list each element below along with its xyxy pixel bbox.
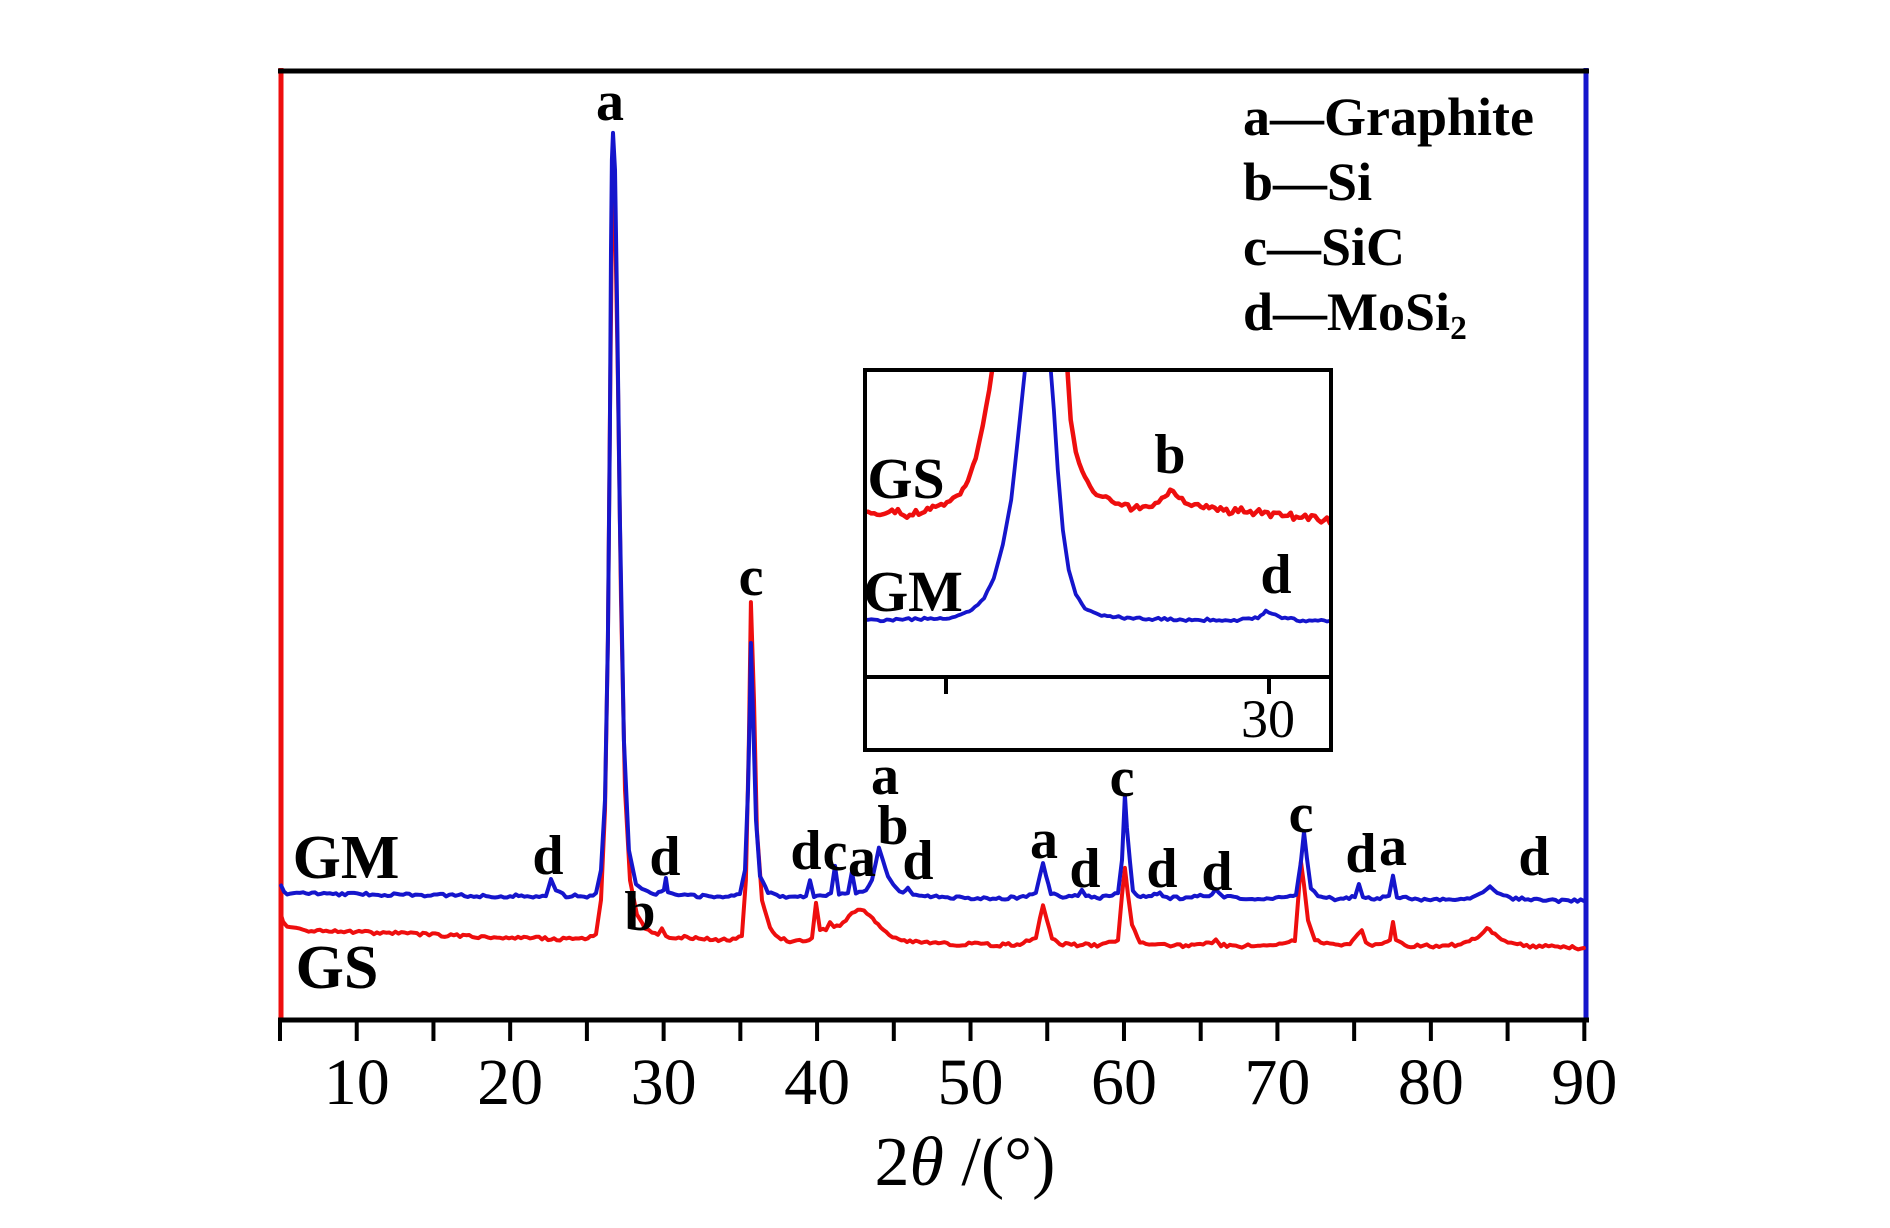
peak-label-a-20: a bbox=[1379, 816, 1407, 878]
peak-label-a-10: a bbox=[871, 745, 899, 807]
inset-label-b-2: b bbox=[1154, 424, 1186, 486]
x-tick-label-20: 20 bbox=[477, 1046, 544, 1119]
legend-entry-b: b—Si bbox=[1243, 155, 1372, 209]
peak-label-d-17: d bbox=[1201, 841, 1233, 903]
inset-label-30-4: 30 bbox=[1241, 689, 1295, 749]
peak-label-c-8: c bbox=[822, 821, 848, 883]
peak-label-b-11: b bbox=[877, 795, 909, 857]
series-label-gm-0: GM bbox=[292, 824, 400, 892]
x-tick-label-70: 70 bbox=[1244, 1046, 1311, 1119]
axis-title-part: 2 bbox=[874, 1124, 910, 1201]
peak-label-b-4: b bbox=[624, 881, 656, 943]
series-label-gs-1: GS bbox=[295, 934, 379, 1002]
inset-label-gs-0: GS bbox=[867, 446, 945, 511]
inset-gs-curve bbox=[867, 372, 1329, 526]
peak-label-d-14: d bbox=[1069, 838, 1101, 900]
axis-title-part: /(°) bbox=[943, 1124, 1056, 1201]
inset-box bbox=[863, 368, 1333, 752]
inset-label-d-3: d bbox=[1260, 544, 1292, 606]
peak-label-d-19: d bbox=[1345, 823, 1377, 885]
x-tick-label-80: 80 bbox=[1397, 1046, 1464, 1119]
peak-label-a-3: a bbox=[596, 71, 624, 133]
peak-label-d-2: d bbox=[532, 825, 564, 887]
peak-label-d-16: d bbox=[1146, 838, 1178, 900]
legend-key-a: a— bbox=[1243, 87, 1324, 147]
legend-entry-a: a—Graphite bbox=[1243, 90, 1534, 144]
legend-entry-d: d—MoSi2 bbox=[1243, 282, 1467, 346]
x-tick-label-60: 60 bbox=[1090, 1046, 1157, 1119]
gm-curve bbox=[279, 130, 1586, 905]
axis-title-theta: θ bbox=[909, 1124, 944, 1201]
x-tick-label-50: 50 bbox=[937, 1046, 1004, 1119]
legend-key-b: b— bbox=[1243, 152, 1328, 212]
legend-key-d: d— bbox=[1243, 282, 1328, 342]
legend-subscript: 2 bbox=[1450, 310, 1467, 348]
legend-phase-name: MoSi bbox=[1327, 282, 1451, 342]
legend-phase-name: Si bbox=[1327, 152, 1373, 212]
peak-label-d-21: d bbox=[1518, 826, 1550, 888]
x-tick-label-40: 40 bbox=[784, 1046, 851, 1119]
peak-label-c-15: c bbox=[1109, 747, 1135, 809]
x-tick-label-30: 30 bbox=[630, 1046, 697, 1119]
inset-label-gm-1: GM bbox=[863, 559, 963, 624]
legend-phase-name: SiC bbox=[1320, 217, 1406, 277]
legend-key-c: c— bbox=[1243, 217, 1321, 277]
inset-gm-curve bbox=[867, 372, 1329, 624]
peak-label-d-5: d bbox=[649, 826, 681, 888]
peak-label-c-18: c bbox=[1288, 783, 1314, 845]
gs-curve bbox=[279, 148, 1586, 952]
peak-label-a-13: a bbox=[1030, 809, 1058, 871]
x-tick-label-10: 10 bbox=[323, 1046, 390, 1119]
peak-label-c-6: c bbox=[738, 546, 764, 608]
legend-entry-c: c—SiC bbox=[1243, 220, 1405, 274]
peak-label-a-9: a bbox=[848, 827, 876, 889]
x-tick-label-90: 90 bbox=[1551, 1046, 1618, 1119]
peak-label-d-12: d bbox=[902, 830, 934, 892]
peak-label-d-7: d bbox=[790, 820, 822, 882]
legend-phase-name: Graphite bbox=[1324, 87, 1534, 147]
x-axis-title: 2θ /(°) bbox=[875, 1128, 1056, 1198]
